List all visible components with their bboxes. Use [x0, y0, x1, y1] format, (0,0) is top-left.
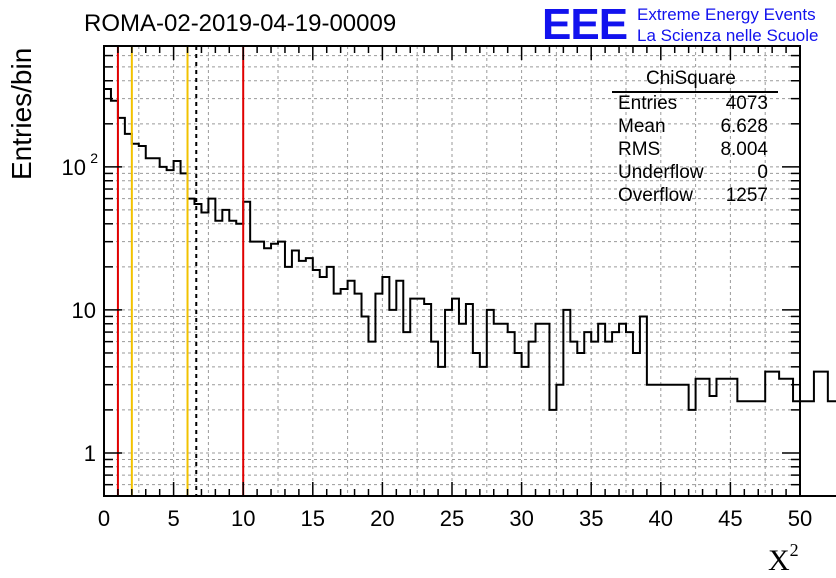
x-tick-label: 5: [167, 506, 179, 531]
stats-key: Entries: [618, 93, 678, 114]
x-axis-label-superscript: 2: [789, 540, 799, 560]
stats-value: 0: [757, 162, 768, 183]
stats-value: 1257: [725, 185, 768, 206]
stats-row-mean: Mean 6.628: [618, 116, 768, 139]
stats-row-rms: RMS 8.004: [618, 139, 768, 162]
chart-title: ROMA-02-2019-04-19-00009: [84, 10, 397, 37]
eee-logo-line1: Extreme Energy Events: [637, 5, 816, 24]
stats-value: 8.004: [720, 139, 768, 160]
x-tick-label: 20: [370, 506, 394, 531]
y-tick-label: 10: [72, 298, 96, 323]
x-axis-label-base: X: [768, 544, 790, 577]
x-tick-label: 35: [579, 506, 603, 531]
stats-divider: [612, 91, 778, 93]
stats-row-entries: Entries 4073: [618, 93, 768, 116]
stats-value: 4073: [725, 93, 768, 114]
eee-logo-mark: EEE: [542, 0, 628, 49]
y-tick-label: 1: [84, 441, 96, 466]
stats-key: Underflow: [618, 162, 704, 183]
stats-value: 6.628: [720, 116, 768, 137]
stats-key: Overflow: [618, 185, 693, 206]
y-axis-label: Entries/bin: [6, 47, 37, 180]
x-axis-label: X2: [768, 540, 799, 578]
stats-row-underflow: Underflow 0: [618, 162, 768, 185]
stats-key: RMS: [618, 139, 661, 160]
stats-key: Mean: [618, 116, 666, 137]
x-tick-label: 10: [231, 506, 255, 531]
x-tick-label: 15: [301, 506, 325, 531]
x-tick-label: 25: [440, 506, 464, 531]
stats-title: ChiSquare: [646, 68, 736, 89]
y-tick-label: 10: [62, 155, 86, 180]
stats-row-overflow: Overflow 1257: [618, 185, 768, 208]
x-tick-label: 50: [788, 506, 812, 531]
x-tick-label: 40: [649, 506, 673, 531]
eee-logo-line2: La Scienza nelle Scuole: [637, 26, 819, 45]
y-tick-label-exponent: 2: [90, 150, 98, 166]
x-tick-label: 45: [718, 506, 742, 531]
x-tick-label: 0: [98, 506, 110, 531]
x-tick-label: 30: [509, 506, 533, 531]
